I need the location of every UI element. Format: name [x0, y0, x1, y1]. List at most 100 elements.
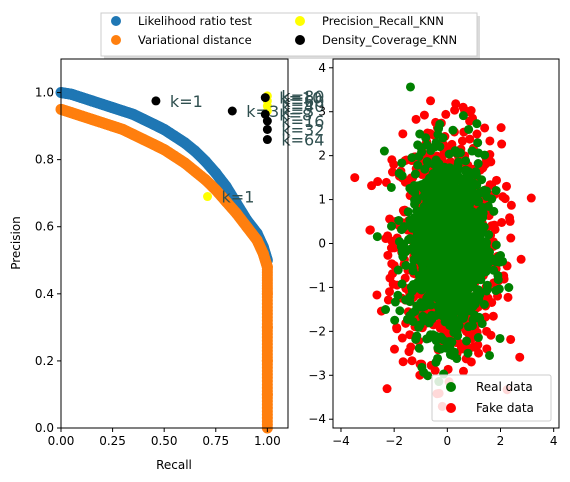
dcknn-label: k=64: [281, 131, 324, 150]
real-point: [443, 241, 453, 251]
fake-point: [506, 334, 516, 344]
fake-point: [515, 352, 525, 362]
fake-point: [387, 259, 397, 269]
real-point: [458, 111, 468, 121]
real-point: [442, 214, 452, 224]
fake-point: [482, 326, 492, 336]
real-point: [423, 371, 433, 381]
left-x-tick-label: 0.25: [99, 434, 126, 448]
real-point: [482, 286, 492, 296]
fake-point: [501, 181, 511, 191]
right-x-ticks: −4 −2 0 2 4: [332, 428, 558, 448]
real-point: [445, 257, 455, 267]
real-point: [472, 119, 482, 129]
right-plot-marks: [350, 82, 536, 411]
real-point: [433, 130, 443, 140]
right-x-tick-label: 4: [550, 434, 558, 448]
fake-point: [480, 123, 490, 133]
legend-marker-prknn: [295, 16, 305, 26]
real-point: [477, 227, 487, 237]
fake-point: [505, 216, 515, 226]
real-point: [464, 124, 474, 134]
real-point: [482, 248, 492, 258]
real-point: [447, 337, 457, 347]
real-point: [481, 237, 491, 247]
real-point: [471, 275, 481, 285]
real-point: [485, 350, 495, 360]
real-point: [443, 271, 453, 281]
real-point: [381, 305, 391, 315]
real-point: [479, 300, 489, 310]
right-x-tick-label: 0: [444, 434, 452, 448]
fake-point: [503, 292, 513, 302]
right-y-tick-label: 1: [318, 193, 326, 207]
fake-point: [398, 129, 408, 139]
fake-point: [398, 357, 408, 367]
fake-point: [457, 136, 467, 146]
real-point: [424, 318, 434, 328]
real-point: [444, 185, 454, 195]
right-y-ticks: −4 −3 −2 −1 0 1 2 3 4: [308, 61, 333, 426]
left-y-axis-label: Precision: [9, 216, 23, 270]
left-plot-marks: k=1k=80k=60k=40k=3k=1k=3k=10k=8k=16k=32k…: [55, 87, 324, 434]
real-point: [372, 232, 382, 242]
left-x-tick-label: 0.00: [48, 434, 75, 448]
right-y-tick-label: 0: [318, 237, 326, 251]
real-point: [428, 253, 438, 263]
fake-point: [365, 225, 375, 235]
fake-point: [385, 287, 395, 297]
real-point: [469, 178, 479, 188]
real-point: [420, 281, 430, 291]
real-point: [473, 159, 483, 169]
real-point: [489, 206, 499, 216]
real-point: [473, 333, 483, 343]
legend-label-real: Real data: [476, 380, 533, 394]
real-point: [410, 169, 420, 179]
right-y-tick-label: −1: [308, 280, 326, 294]
dcknn-point: [262, 135, 272, 145]
fake-point: [372, 290, 382, 300]
real-point: [417, 299, 427, 309]
real-point: [426, 146, 436, 156]
dcknn-label: k=1: [170, 92, 203, 111]
fake-point: [387, 167, 397, 177]
fake-point: [397, 333, 407, 343]
real-point: [471, 251, 481, 261]
fake-point: [497, 218, 507, 228]
left-plot-frame: [60, 58, 289, 429]
real-point: [405, 297, 415, 307]
real-point: [473, 197, 483, 207]
real-point: [431, 138, 441, 148]
left-y-tick-label: 1.0: [35, 86, 54, 100]
dcknn-point: [227, 106, 237, 116]
real-point: [431, 167, 441, 177]
real-point: [423, 271, 433, 281]
fake-point: [392, 323, 402, 333]
real-point: [452, 148, 462, 158]
real-point: [415, 129, 425, 139]
real-point: [408, 279, 418, 289]
real-point: [431, 311, 441, 321]
real-point: [414, 151, 424, 161]
fake-point: [350, 173, 360, 183]
right-x-tick-label: −2: [385, 434, 403, 448]
fake-point: [490, 224, 500, 234]
dcknn-label: k=32: [281, 120, 324, 139]
right-y-tick-label: 4: [318, 61, 326, 75]
real-point: [448, 125, 458, 135]
real-point: [453, 331, 463, 341]
real-point: [405, 215, 415, 225]
real-point: [407, 153, 417, 163]
fake-point: [485, 136, 495, 146]
fake-point: [472, 129, 482, 139]
fake-point: [500, 194, 510, 204]
fake-point: [471, 343, 481, 353]
left-y-tick-label: 0.0: [35, 421, 54, 435]
real-point: [489, 265, 499, 275]
legend-label-prknn: Precision_Recall_KNN: [322, 14, 444, 28]
real-point: [434, 258, 444, 268]
real-point: [425, 173, 435, 183]
real-point: [450, 299, 460, 309]
prknn-label: k=3: [281, 102, 314, 121]
